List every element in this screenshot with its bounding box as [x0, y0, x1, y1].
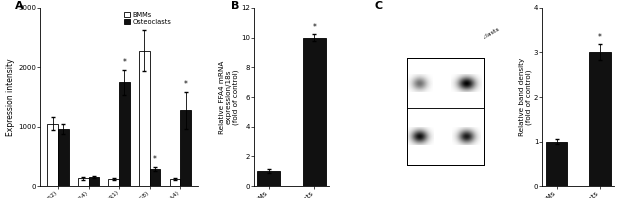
Bar: [170, 179, 180, 186]
Text: *: *: [598, 33, 602, 42]
Legend: BMMs, Osteoclasts: BMMs, Osteoclasts: [123, 11, 172, 26]
Bar: [139, 51, 150, 186]
Text: *: *: [123, 58, 126, 67]
Bar: [407, 4, 484, 58]
Text: Osteoclasts: Osteoclasts: [466, 26, 500, 49]
Text: A: A: [15, 1, 23, 11]
Bar: [58, 129, 68, 186]
Bar: [150, 169, 160, 186]
Bar: [257, 171, 280, 186]
Text: C: C: [375, 1, 383, 11]
Text: Actin: Actin: [389, 134, 404, 139]
Bar: [407, 58, 484, 165]
Y-axis label: Expression intensity: Expression intensity: [6, 58, 15, 136]
Y-axis label: Relative FFA4 mRNA
expression/18s
(fold of control): Relative FFA4 mRNA expression/18s (fold …: [219, 60, 239, 134]
Bar: [407, 165, 484, 186]
Bar: [385, 58, 407, 165]
Bar: [545, 142, 568, 186]
Bar: [180, 110, 191, 186]
Bar: [78, 178, 88, 186]
Text: FFA4: FFA4: [389, 80, 404, 85]
Bar: [303, 38, 326, 186]
Text: B: B: [231, 1, 240, 11]
Bar: [407, 58, 484, 165]
Bar: [109, 179, 119, 186]
Text: *: *: [184, 80, 188, 89]
Bar: [48, 124, 58, 186]
Text: *: *: [153, 155, 157, 164]
Bar: [589, 52, 611, 186]
Bar: [88, 177, 99, 186]
Bar: [119, 82, 130, 186]
Text: BMMs: BMMs: [419, 35, 437, 49]
Bar: [484, 58, 487, 165]
Y-axis label: Relative band density
(fold of control): Relative band density (fold of control): [519, 58, 532, 136]
Text: *: *: [312, 23, 317, 32]
